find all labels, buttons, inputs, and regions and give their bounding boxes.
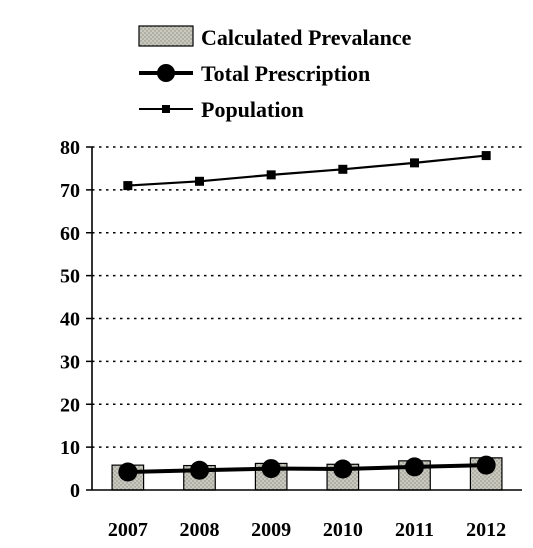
prescription-line — [127, 463, 487, 474]
y-tick-label: 20 — [60, 394, 80, 416]
legend-label-population: Population — [201, 97, 304, 122]
legend-label-prevalance: Calculated Prevalance — [201, 25, 412, 50]
y-tick-label: 80 — [60, 137, 80, 159]
legend-item-prescription: Total Prescription — [139, 61, 370, 86]
x-tick-label: 2009 — [251, 519, 291, 541]
legend-swatch-bar — [138, 25, 194, 47]
legend-marker-circle — [157, 64, 175, 82]
point-prescription — [118, 462, 138, 482]
y-tick-label: 30 — [60, 351, 80, 373]
y-tick-label: 0 — [70, 480, 80, 502]
point-prescription — [190, 460, 209, 480]
point-prescription — [476, 455, 496, 475]
point-population — [410, 158, 419, 168]
legend-marker-square — [162, 105, 170, 113]
y-tick-label: 70 — [60, 180, 80, 202]
population-line — [127, 154, 487, 187]
gridlines — [92, 146, 522, 448]
x-tick-label: 2008 — [180, 519, 220, 541]
y-tick-label: 50 — [60, 266, 80, 288]
line-series — [118, 151, 496, 482]
legend-item-population: Population — [139, 97, 304, 122]
axes — [86, 146, 522, 491]
y-tick-label: 60 — [60, 223, 80, 245]
x-tick-label: 2012 — [466, 519, 506, 541]
x-tick-label: 2007 — [108, 519, 148, 541]
y-tick-label: 40 — [60, 309, 80, 331]
legend-item-prevalance: Calculated Prevalance — [138, 25, 412, 50]
legend-label-prescription: Total Prescription — [201, 61, 370, 86]
y-tick-label: 10 — [60, 437, 80, 459]
point-prescription — [333, 459, 353, 479]
point-population — [195, 176, 204, 186]
point-population — [123, 181, 133, 191]
axis-labels: 0 10 20 30 40 50 60 70 80 2007 2008 2009 2010 2011 201… — [60, 137, 506, 541]
point-population — [481, 151, 491, 161]
x-tick-label: 2011 — [395, 519, 434, 541]
point-population — [338, 164, 348, 174]
x-tick-label: 2010 — [323, 519, 363, 541]
point-prescription — [405, 457, 424, 477]
legend: Calculated Prevalance Total Prescription… — [138, 25, 412, 122]
point-prescription — [261, 459, 281, 479]
bar-series — [111, 457, 503, 491]
point-population — [266, 170, 276, 180]
